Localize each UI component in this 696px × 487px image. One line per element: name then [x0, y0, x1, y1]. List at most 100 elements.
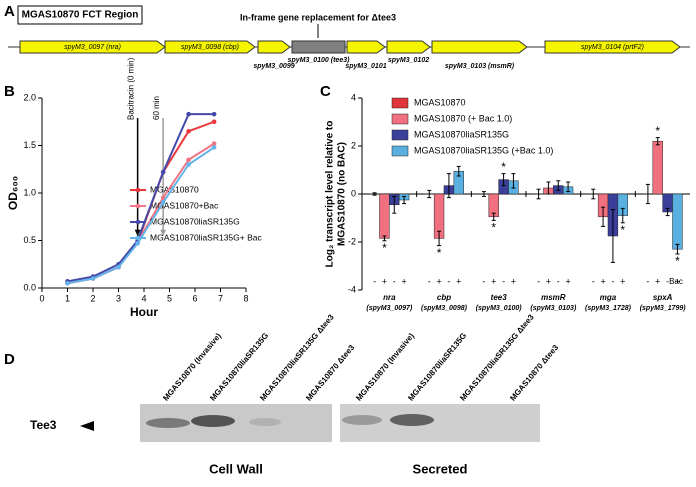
legend-marker [135, 219, 141, 225]
x-tick-label: 0 [39, 293, 44, 303]
y-axis-label: MGAS10870 (no BAC) [337, 142, 348, 246]
annotation: Bacitracin (0 min) [127, 57, 136, 120]
significance-marker: * [437, 246, 442, 260]
data-point [186, 162, 191, 167]
y-tick-label: 0.0 [23, 282, 36, 292]
treatment-label: + [511, 276, 516, 286]
lane-label: MGAS10870liaSR135G Δtee3 [258, 312, 336, 402]
x-tick-label: 7 [218, 293, 223, 303]
legend-label: MGAS10870 [150, 184, 199, 194]
lane-label: MGAS10870liaSR135G [406, 331, 468, 403]
data-point [211, 141, 217, 146]
legend-label: MGAS10870liaSR135G+ Bac [150, 232, 262, 242]
treatment-label: - [393, 276, 396, 286]
y-tick-label: -2 [348, 236, 356, 246]
treatment-label: + [456, 276, 461, 286]
legend-label: MGAS10870 [414, 97, 466, 107]
legend-swatch [391, 97, 409, 109]
panel-label: C [320, 83, 331, 100]
legend-label: MGAS10870liaSR135G [150, 216, 240, 226]
significance-marker: * [501, 160, 506, 174]
panel-label: B [4, 83, 15, 100]
group-label: Cell Wall [209, 461, 263, 476]
gene-label: spyM3_0101 [345, 63, 386, 70]
gene-arrow [544, 40, 681, 54]
blot-band [146, 418, 190, 428]
y-tick-label: 4 [351, 92, 356, 102]
y-tick-label: 1.0 [23, 187, 36, 197]
treatment-label: + [655, 276, 660, 286]
significance-marker: * [675, 254, 680, 268]
y-tick-label: 0 [351, 188, 356, 198]
deleted-gene [291, 40, 346, 54]
lane-label: MGAS10870 Δtee3 [304, 343, 356, 403]
arrow-head [134, 229, 141, 236]
bar [379, 193, 390, 239]
gene-arrow [431, 40, 528, 54]
gene-label: spyM3_0098 (cbp) [181, 44, 239, 51]
gene-arrow [164, 40, 256, 54]
region-title: MGAS10870 FCT Region [22, 10, 139, 21]
gene-arrow [19, 40, 166, 54]
legend-swatch [391, 129, 409, 141]
treatment-label: - [611, 276, 614, 286]
treatment-label: + [546, 276, 551, 286]
legend-marker [135, 187, 141, 193]
x-tick-label: 6 [192, 293, 197, 303]
category-label: mga [600, 293, 617, 302]
treatment-label: + [382, 276, 387, 286]
panel-label: D [4, 351, 15, 368]
legend-label: MGAS10870+Bac [150, 200, 219, 210]
x-tick-label: 1 [65, 293, 70, 303]
data-point [211, 111, 217, 117]
bar [652, 140, 663, 195]
treatment-label: + [600, 276, 605, 286]
data-point [135, 241, 140, 246]
significance-marker: * [491, 221, 496, 235]
data-point [160, 195, 166, 201]
series-line [67, 142, 215, 285]
gene-label: spyM3_0104 (prtF2) [581, 44, 644, 51]
y-axis-label: Log₂ transcript level relative to [325, 121, 336, 268]
y-tick-label: 2.0 [23, 92, 36, 102]
legend-label: MGAS10870 (+ Bac 1.0) [414, 113, 512, 123]
category-sublabel: (spyM3_0103) [530, 305, 577, 312]
data-point [160, 200, 166, 205]
legend-label: MGAS10870liaSR135G [414, 129, 509, 139]
category-sublabel: (spyM3_1799) [640, 305, 687, 312]
treatment-label: - [592, 276, 595, 286]
blot-band [390, 414, 434, 426]
category-label: tee3 [491, 293, 508, 302]
treatment-label: - [428, 276, 431, 286]
y-tick-label: 0.5 [23, 235, 36, 245]
data-point [186, 128, 191, 134]
legend-label: MGAS10870liaSR135G (+Bac 1.0) [414, 145, 553, 155]
band-label: Tee3 [30, 418, 57, 432]
legend-marker [135, 235, 141, 241]
blot-band [249, 418, 281, 426]
gene-arrow [346, 40, 386, 54]
annotation: In-frame gene replacement for Δtee3 [240, 12, 396, 22]
treatment-label: + [436, 276, 441, 286]
x-axis-label: Hour [130, 305, 158, 319]
data-point [90, 276, 96, 281]
gene-label: spyM3_0099 [253, 63, 294, 70]
data-point [116, 264, 121, 270]
band-arrow [80, 421, 94, 431]
category-sublabel: (spyM3_1728) [585, 305, 632, 312]
lane-label: MGAS10870 Δtee3 [508, 343, 560, 403]
category-label: msmR [541, 293, 566, 302]
bar [672, 193, 683, 250]
gene-label: spyM3_0103 (msmR) [445, 63, 515, 70]
data-point [186, 111, 191, 117]
panel-label: A [4, 3, 15, 20]
x-tick-label: 5 [167, 293, 172, 303]
treatment-label: - [447, 276, 450, 286]
category-sublabel: (spyM3_0097) [366, 305, 413, 312]
category-label: spxA [653, 293, 673, 302]
y-tick-label: 1.5 [23, 140, 36, 150]
legend-marker [135, 203, 141, 209]
treatment-label: + [675, 276, 680, 286]
x-tick-label: 4 [141, 293, 146, 303]
